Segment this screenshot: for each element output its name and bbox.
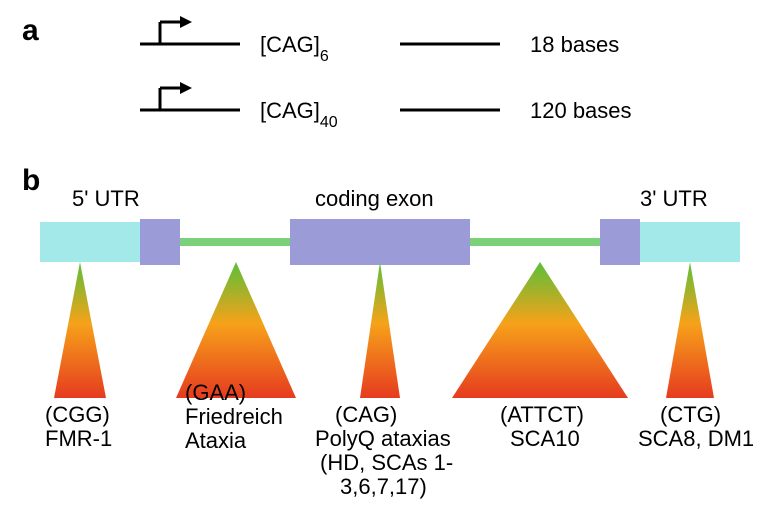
expansion-label: (CTG) — [660, 402, 721, 427]
expansion-4: (CTG)SCA8, DM1 — [638, 262, 754, 451]
expansion-triangle-icon — [452, 262, 628, 398]
expansion-triangle-icon — [360, 262, 400, 398]
bases-label: 18 bases — [530, 32, 619, 57]
tss-arrow-icon — [180, 16, 192, 28]
intron-seg — [180, 238, 290, 246]
panel-b-label: b — [22, 164, 40, 197]
expansion-label: SCA10 — [510, 426, 580, 451]
bases-label: 120 bases — [530, 98, 632, 123]
expansion-label: (CGG) — [45, 402, 110, 427]
panel-a-label: a — [22, 14, 39, 47]
expansion-triangle-icon — [666, 262, 714, 398]
expansion-label: PolyQ ataxias — [315, 426, 451, 451]
expansion-label: Ataxia — [185, 428, 247, 453]
repeat-label: [CAG]40 — [260, 98, 338, 131]
figure-svg: a [CAG]6 18 bases [CAG]40 120 bases b 5' UTR co… — [0, 0, 764, 521]
expansion-label: 3,6,7,17) — [340, 474, 427, 499]
expansion-triangle-icon — [176, 262, 296, 398]
tss-arrow-icon — [180, 82, 192, 94]
label-5utr: 5' UTR — [72, 186, 140, 211]
panel-a-row-0: [CAG]6 18 bases — [140, 16, 619, 65]
gene-diagram — [40, 219, 740, 265]
exon-seg — [290, 219, 470, 265]
expansion-label: FMR-1 — [45, 426, 112, 451]
label-coding-exon: coding exon — [315, 186, 434, 211]
exon-seg — [600, 219, 640, 265]
expansion-3: (ATTCT)SCA10 — [452, 262, 628, 451]
expansion-1: (GAA)FriedreichAtaxia — [176, 262, 296, 453]
expansion-label: (HD, SCAs 1- — [320, 450, 453, 475]
expansion-0: (CGG)FMR-1 — [45, 262, 112, 451]
utr-seg — [40, 222, 140, 262]
panel-a-row-1: [CAG]40 120 bases — [140, 82, 632, 131]
expansion-label: SCA8, DM1 — [638, 426, 754, 451]
intron-seg — [470, 238, 600, 246]
expansion-2: (CAG)PolyQ ataxias(HD, SCAs 1-3,6,7,17) — [315, 262, 453, 499]
expansion-label: (GAA) — [185, 380, 246, 405]
expansion-label: (CAG) — [335, 402, 397, 427]
repeat-label: [CAG]6 — [260, 32, 329, 65]
exon-seg — [140, 219, 180, 265]
expansion-triangle-icon — [54, 262, 106, 398]
label-3utr: 3' UTR — [640, 186, 708, 211]
expansion-label: Friedreich — [185, 404, 283, 429]
expansion-label: (ATTCT) — [500, 402, 584, 427]
utr-seg — [640, 222, 740, 262]
